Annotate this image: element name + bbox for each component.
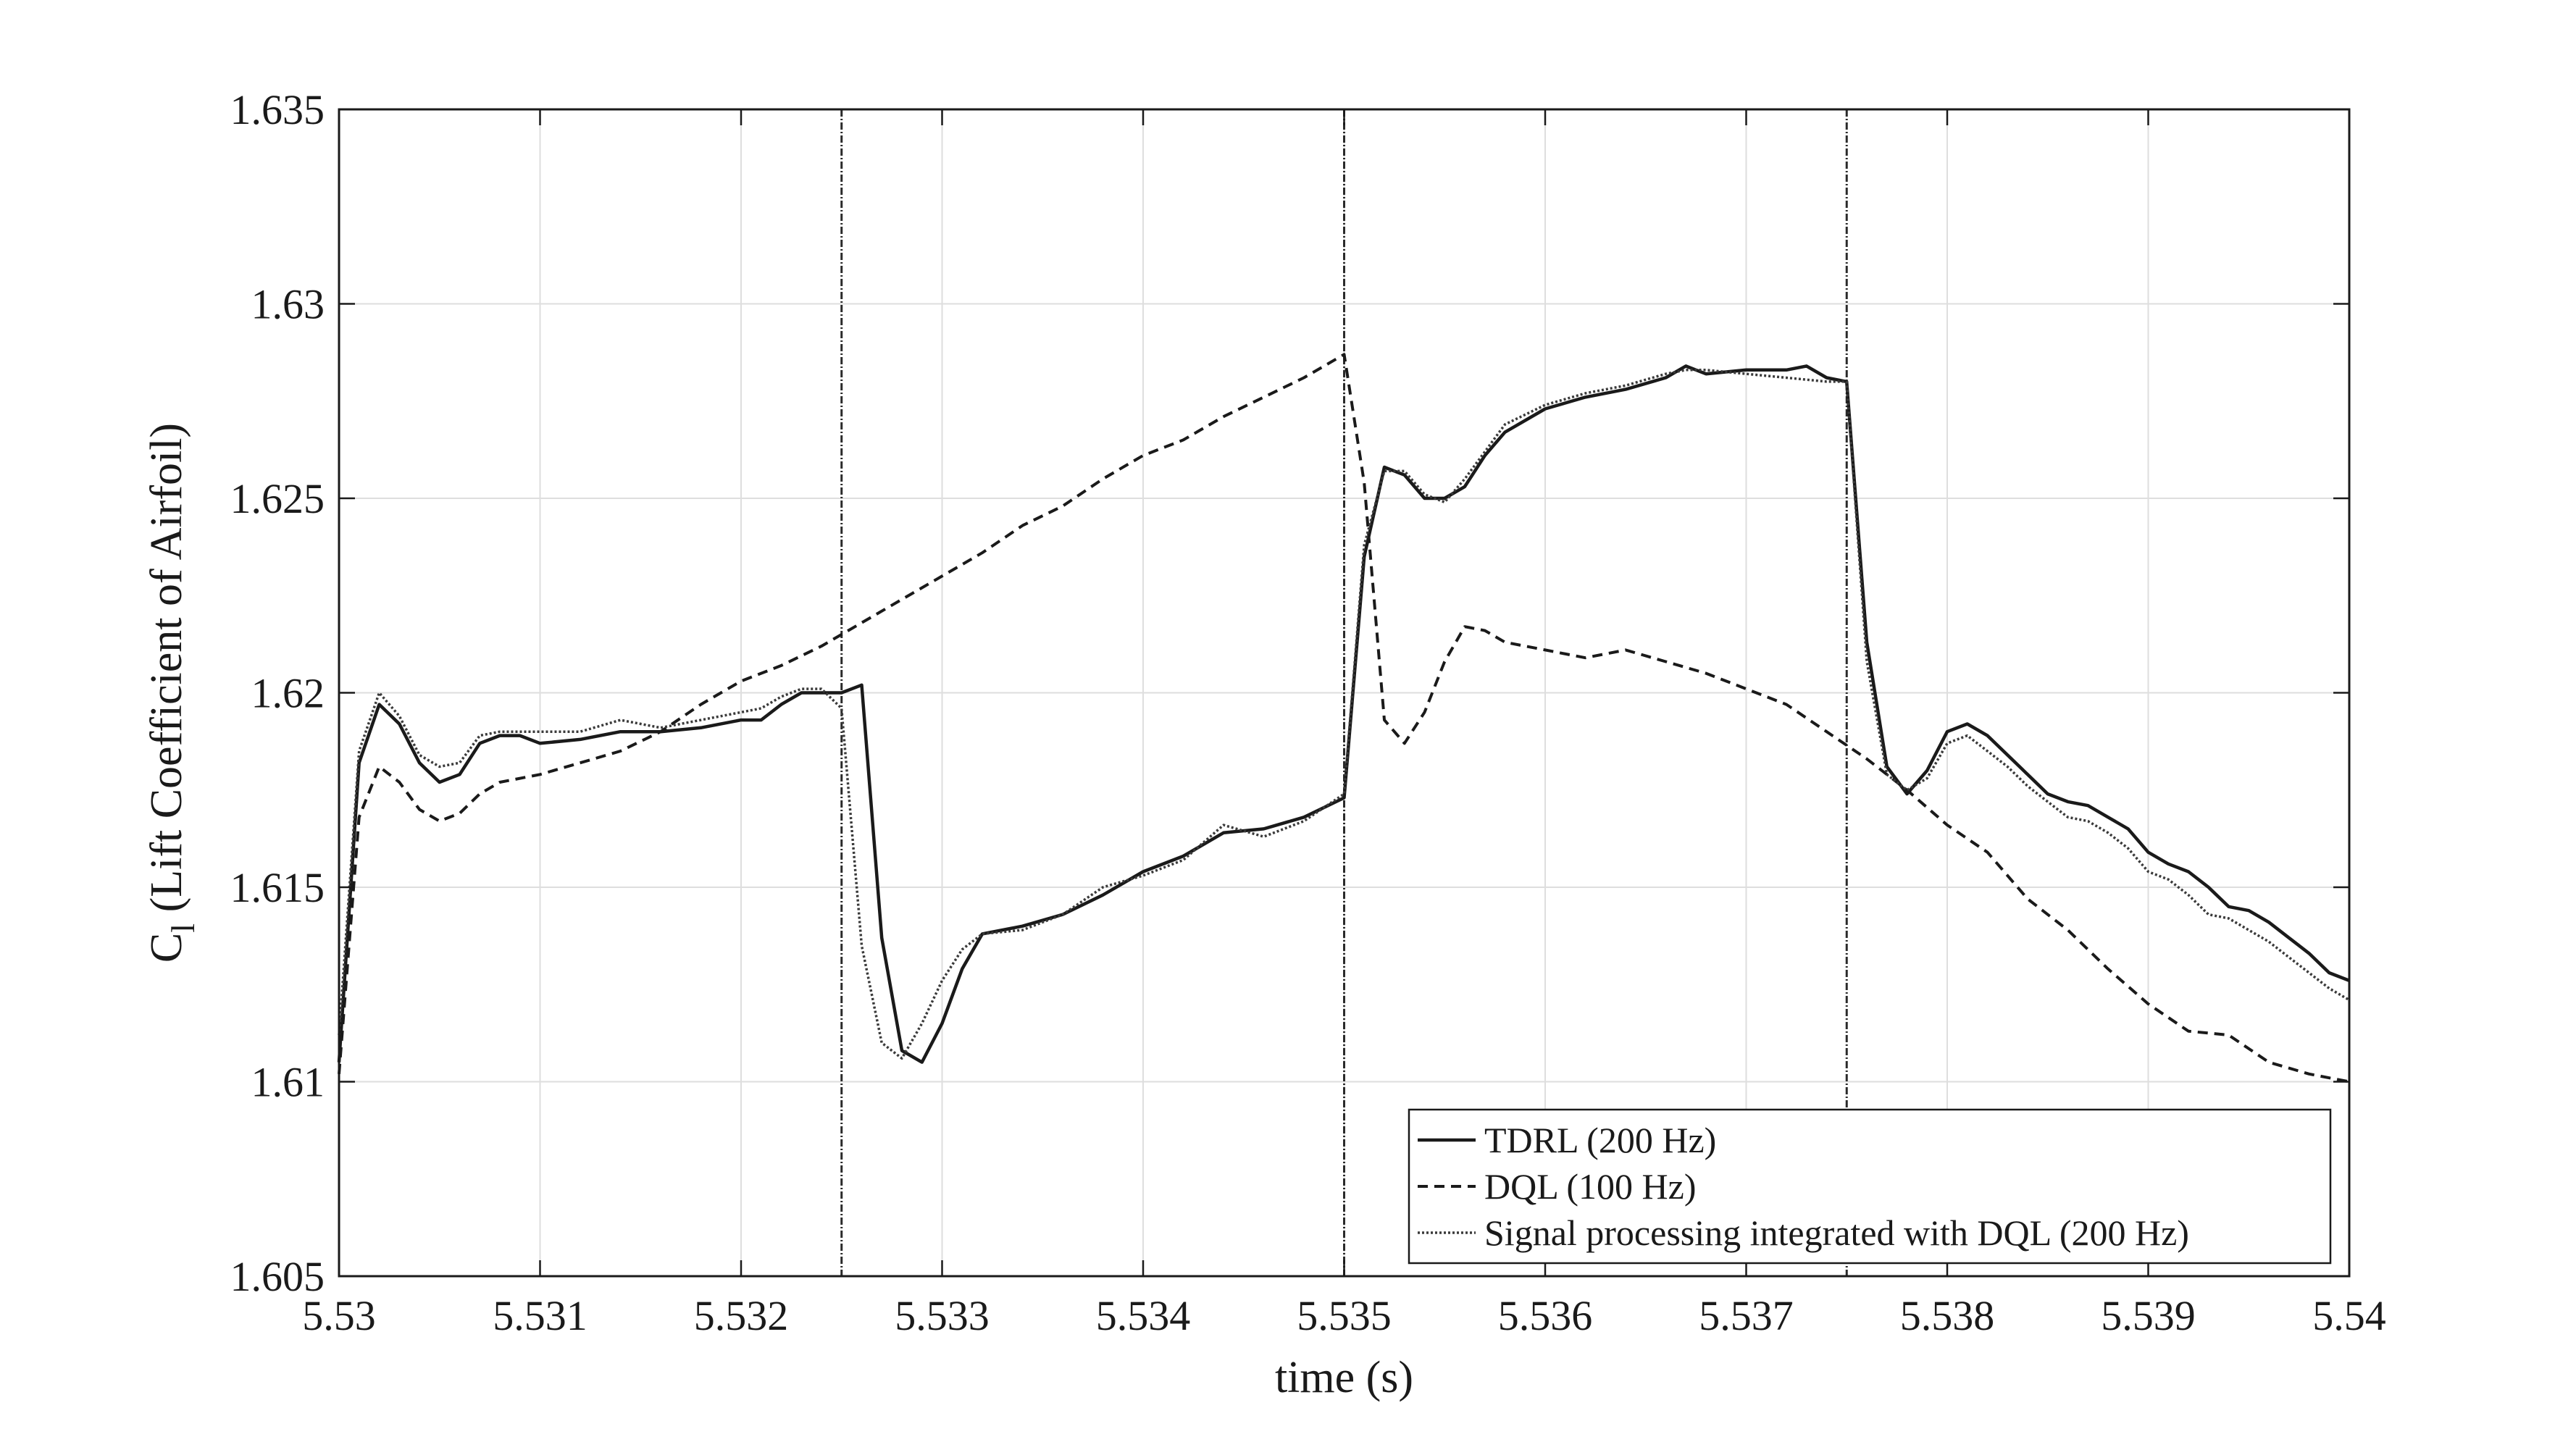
y-tick-label: 1.63 (251, 281, 325, 328)
y-tick-label: 1.62 (251, 670, 325, 717)
x-tick-label: 5.539 (2101, 1292, 2196, 1339)
y-axis-label-subscript: l (164, 923, 201, 933)
legend-box (1408, 1108, 2332, 1265)
data-series (337, 353, 2350, 1084)
y-axis-label: Cl (Lift Coefficient of Airfoil) (142, 423, 201, 963)
y-axis-label-rest: (Lift Coefficient of Airfoil) (142, 423, 191, 923)
x-tick-label: 5.53 (302, 1292, 376, 1339)
x-tick-label: 5.535 (1297, 1292, 1392, 1339)
x-tick-label: 5.54 (2312, 1292, 2386, 1339)
legend-label-3: Signal processing integrated with DQL (2… (1484, 1212, 2189, 1253)
x-tick-label: 5.536 (1498, 1292, 1593, 1339)
y-tick-label: 1.61 (251, 1059, 325, 1106)
x-tick-labels: 5.53 5.531 5.532 5.533 5.534 5.535 5.536 5.537 5… (302, 1292, 2386, 1339)
grid-lines (339, 109, 2349, 1276)
y-axis-label-main: C (142, 933, 191, 963)
x-tick-label: 5.533 (895, 1292, 990, 1339)
series-line-3 (338, 369, 2350, 1060)
x-axis-label: time (s) (1275, 1353, 1413, 1402)
x-tick-label: 5.534 (1096, 1292, 1191, 1339)
y-tick-labels: 1.605 1.61 1.615 1.62 1.625 1.63 1.635 (230, 86, 325, 1300)
series-line-2 (338, 353, 2350, 1084)
x-tick-label: 5.532 (694, 1292, 789, 1339)
legend: TDRL (200 Hz) DQL (100 Hz) Signal processi… (1408, 1108, 2332, 1265)
x-tick-label: 5.538 (1900, 1292, 1995, 1339)
y-tick-label: 1.605 (230, 1253, 325, 1300)
legend-label-2: DQL (100 Hz) (1484, 1166, 1697, 1207)
y-tick-label: 1.615 (230, 864, 325, 911)
x-tick-label: 5.531 (493, 1292, 587, 1339)
x-tick-label: 5.537 (1699, 1292, 1794, 1339)
y-tick-label: 1.635 (230, 86, 325, 133)
series-line-1 (337, 364, 2350, 1064)
y-tick-label: 1.625 (230, 475, 325, 522)
legend-label-1: TDRL (200 Hz) (1484, 1120, 1716, 1160)
